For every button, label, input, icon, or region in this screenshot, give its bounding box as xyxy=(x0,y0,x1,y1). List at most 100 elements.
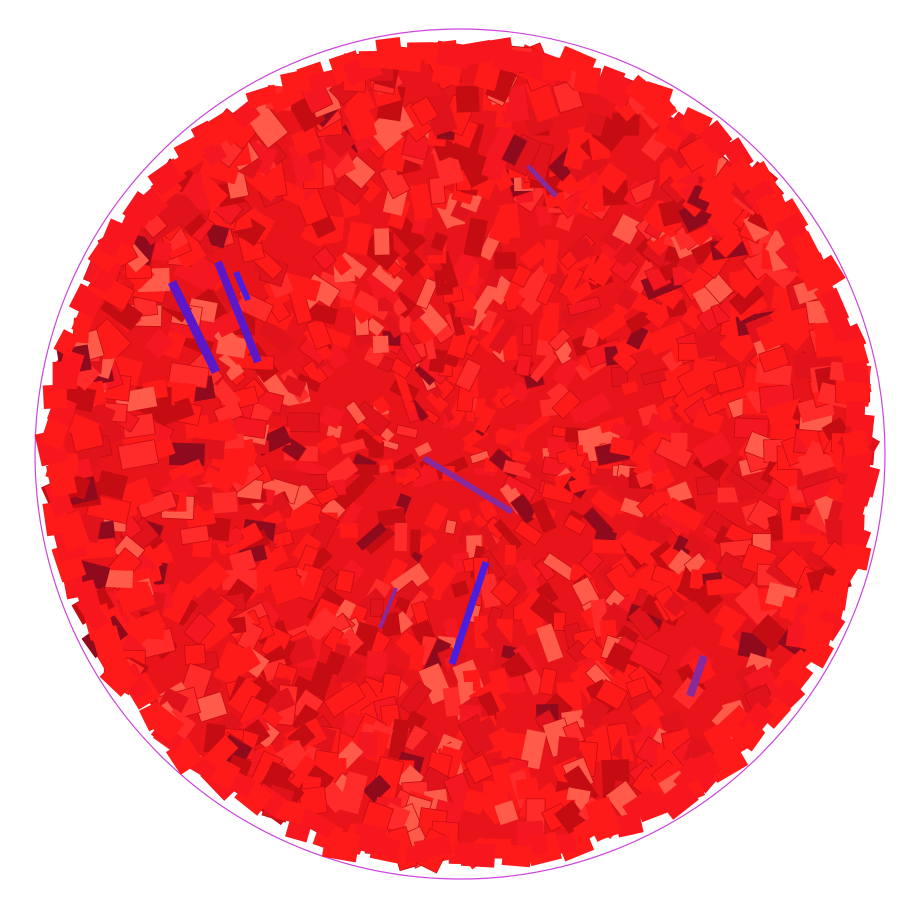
particle-plate xyxy=(390,563,430,598)
particle-plate xyxy=(512,450,532,462)
particle-plate xyxy=(346,221,372,256)
particle-plate xyxy=(494,252,517,270)
particle-plate xyxy=(353,427,384,456)
particle-plate xyxy=(316,434,340,455)
rim-particle-plate xyxy=(297,807,336,839)
particle-plate xyxy=(217,443,258,468)
particle-plate xyxy=(344,400,368,426)
particle-plate xyxy=(506,572,529,597)
particle-plate xyxy=(334,569,356,594)
particle-plate xyxy=(530,498,557,534)
particle-plate xyxy=(695,474,722,496)
particle-plate xyxy=(398,249,426,277)
particle-plate xyxy=(692,432,733,468)
particle-plate xyxy=(340,711,364,737)
particle-plate xyxy=(295,373,322,393)
particle-plate xyxy=(412,463,434,488)
particle-plate xyxy=(529,351,558,383)
particle-plate xyxy=(758,345,790,373)
particle-plate xyxy=(515,354,533,377)
rim-particle-plate xyxy=(351,822,388,856)
particle-plate xyxy=(281,272,322,302)
particle-plate xyxy=(229,549,257,574)
rim-particle-plate xyxy=(56,349,85,382)
particle-plate xyxy=(712,364,745,394)
rim-particle-plate xyxy=(134,187,169,222)
particle-plate xyxy=(612,213,641,245)
particle-plate xyxy=(715,551,758,589)
particle-plate xyxy=(365,317,385,337)
particle-plate xyxy=(393,368,413,404)
particle-plate xyxy=(257,318,296,356)
particle-plate xyxy=(290,126,322,157)
particle-plate xyxy=(231,415,268,439)
rim-particle-plate xyxy=(829,552,863,592)
particle-plate xyxy=(627,605,660,641)
particle-plate xyxy=(444,519,458,535)
particle-plate xyxy=(521,324,533,346)
particle-plate xyxy=(515,777,540,800)
particle-plate xyxy=(515,557,541,595)
particle-plate xyxy=(706,576,746,596)
particle-plate xyxy=(609,436,635,457)
particle-plate xyxy=(509,380,532,403)
particle-plate xyxy=(621,380,639,396)
particle-plate xyxy=(480,309,498,333)
particle-plate xyxy=(340,523,358,539)
particle-plate xyxy=(353,290,392,321)
particle-plate xyxy=(487,275,516,306)
particle-plate xyxy=(592,309,628,341)
bounding-sphere-outline xyxy=(34,28,886,880)
particle-plate xyxy=(415,277,439,310)
particle-plate xyxy=(427,561,458,595)
particle-plate xyxy=(703,273,735,304)
particle-plate xyxy=(519,241,549,270)
particle-plate xyxy=(395,424,419,439)
particle-plate xyxy=(519,729,547,770)
particle-plate xyxy=(536,623,564,663)
particle-plate xyxy=(464,753,494,785)
particle-plate xyxy=(409,183,433,221)
particle-plate xyxy=(684,534,712,559)
particle-plate xyxy=(410,96,439,127)
particle-plate xyxy=(490,577,520,607)
particle-plate xyxy=(447,301,466,337)
particle-plate xyxy=(212,491,238,514)
particle-plate xyxy=(647,413,683,439)
rim-particle-plate xyxy=(842,429,870,457)
particle-plate xyxy=(535,204,553,227)
particle-plate xyxy=(372,396,391,415)
particle-plate xyxy=(602,495,627,516)
particle-plate xyxy=(414,442,432,457)
accent-particle xyxy=(167,280,221,374)
particle-plate xyxy=(596,162,628,194)
particle-plate xyxy=(478,497,498,521)
accent-particle xyxy=(448,560,490,666)
particle-plate xyxy=(488,317,519,355)
particle-plate xyxy=(519,412,551,439)
rim-particle-plate xyxy=(139,702,167,732)
rim-particle-plate xyxy=(245,84,279,110)
particle-plate xyxy=(717,487,739,503)
particle-plate xyxy=(517,265,551,302)
particle-plate xyxy=(728,280,765,316)
particle-plate xyxy=(179,524,210,546)
particle-plate xyxy=(291,704,320,735)
particle-plate xyxy=(620,497,650,519)
particle-plate xyxy=(628,639,670,676)
particle-plate xyxy=(655,397,682,423)
accent-particle xyxy=(233,270,251,302)
particle-plate xyxy=(458,507,473,523)
particle-plate xyxy=(523,459,551,483)
particle-plate xyxy=(144,328,174,359)
particle-plate xyxy=(583,111,607,137)
particle-plate xyxy=(96,470,128,500)
particle-plate xyxy=(340,438,366,455)
particle-plate xyxy=(690,136,723,170)
particle-plate xyxy=(469,449,491,465)
particle-plate xyxy=(213,641,249,686)
particle-plate xyxy=(304,607,339,642)
particle-plate xyxy=(431,583,446,601)
particle-plate xyxy=(286,412,320,433)
particle-plate xyxy=(690,581,724,615)
